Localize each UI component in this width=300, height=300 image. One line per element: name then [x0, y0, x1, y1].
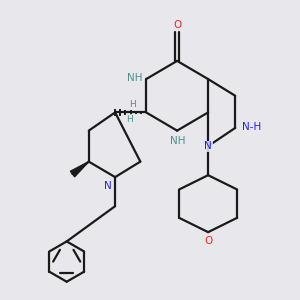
Text: H: H — [127, 115, 133, 124]
Text: O: O — [173, 20, 181, 30]
Text: H: H — [129, 100, 136, 109]
Text: NH: NH — [170, 136, 186, 146]
Text: N-H: N-H — [242, 122, 261, 132]
Text: N: N — [204, 141, 212, 151]
Text: NH: NH — [127, 73, 142, 83]
Text: N: N — [104, 181, 112, 190]
Polygon shape — [70, 162, 89, 177]
Text: O: O — [204, 236, 212, 246]
